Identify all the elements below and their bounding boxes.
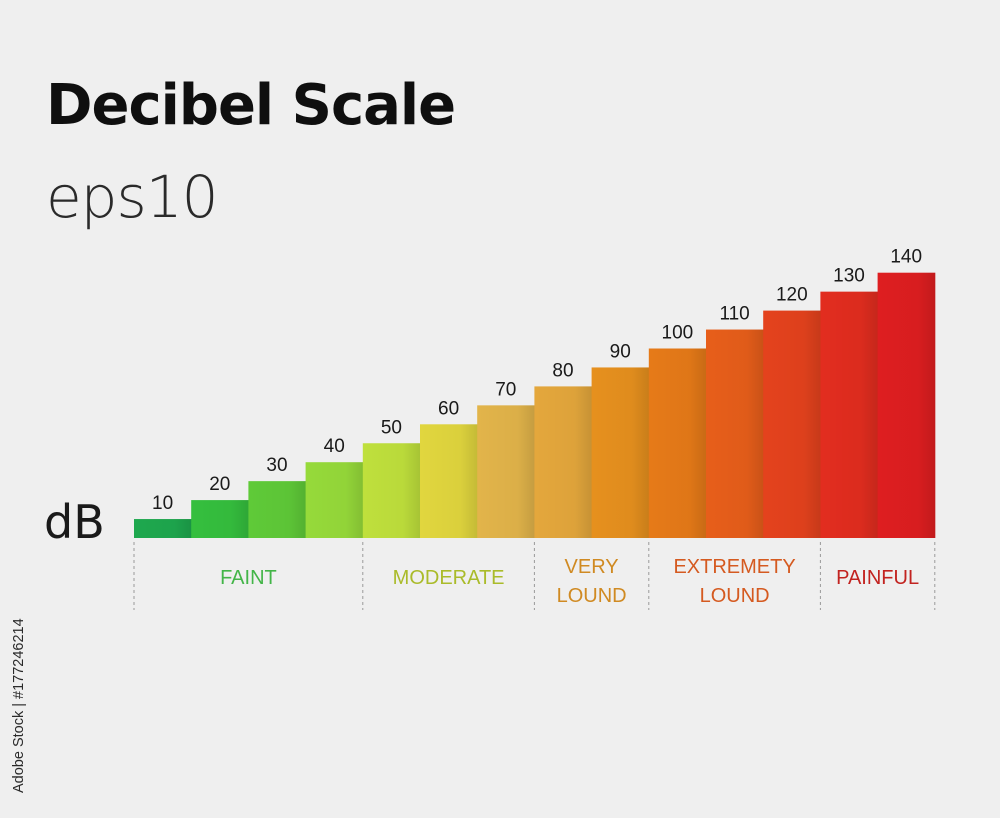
value-label-60: 60 xyxy=(438,398,459,419)
value-label-30: 30 xyxy=(266,455,287,476)
band-label-moderate: MODERATE xyxy=(393,567,505,589)
band-label-very-lound: VERY LOUND xyxy=(557,556,627,607)
value-label-120: 120 xyxy=(776,285,808,306)
bar-110 xyxy=(706,329,764,538)
bar-shade xyxy=(477,405,535,538)
value-label-90: 90 xyxy=(610,341,631,362)
stock-id-watermark: Adobe Stock | #177246214 xyxy=(11,618,27,793)
bar-shade xyxy=(420,424,478,538)
value-label-40: 40 xyxy=(324,436,345,457)
bar-shade xyxy=(877,272,936,538)
bar-80 xyxy=(534,386,593,538)
bar-shade xyxy=(362,443,421,538)
band-label-faint: FAINT xyxy=(220,567,277,589)
bar-shade xyxy=(706,329,764,538)
bar-shade xyxy=(591,367,650,538)
band-label-extremety-lound: EXTREMETY LOUND xyxy=(673,556,795,607)
bar-120 xyxy=(763,310,821,538)
bar-40 xyxy=(305,462,364,538)
y-axis-label: dB xyxy=(44,495,105,549)
value-label-80: 80 xyxy=(552,360,573,381)
stock-id-text: Adobe Stock | #177246214 xyxy=(11,618,27,793)
value-label-50: 50 xyxy=(381,417,402,438)
value-label-130: 130 xyxy=(833,266,865,287)
bar-60 xyxy=(420,424,478,538)
bars-layer xyxy=(134,272,936,538)
bar-shade xyxy=(763,310,821,538)
bar-30 xyxy=(248,481,307,538)
bar-shade xyxy=(648,348,707,538)
bar-shade xyxy=(305,462,364,538)
bar-shade xyxy=(248,481,307,538)
value-label-100: 100 xyxy=(662,323,694,344)
value-labels-layer: 10 20 30 40 50 60 70 80 90 100 110 120 130 140 xyxy=(152,247,922,514)
bar-50 xyxy=(362,443,421,538)
chart-subtitle: eps10 xyxy=(46,163,219,231)
bar-shade xyxy=(191,500,249,538)
value-label-140: 140 xyxy=(890,247,922,268)
bar-shade xyxy=(820,291,879,538)
category-bands-layer: FAINT MODERATE VERY LOUND EXTREMETY LOUND PAIN… xyxy=(133,542,936,610)
bar-100 xyxy=(648,348,707,538)
band-label-painful: PAINFUL xyxy=(836,567,919,589)
bar-10 xyxy=(134,519,192,538)
value-label-20: 20 xyxy=(209,474,230,495)
chart-title: Decibel Scale xyxy=(46,73,456,138)
bar-70 xyxy=(477,405,535,538)
bar-shade xyxy=(134,519,192,538)
value-label-70: 70 xyxy=(495,379,516,400)
bar-90 xyxy=(591,367,650,538)
bar-140 xyxy=(877,272,936,538)
bar-130 xyxy=(820,291,879,538)
value-label-110: 110 xyxy=(719,304,749,325)
value-label-10: 10 xyxy=(152,493,173,514)
bar-shade xyxy=(534,386,593,538)
bar-20 xyxy=(191,500,249,538)
